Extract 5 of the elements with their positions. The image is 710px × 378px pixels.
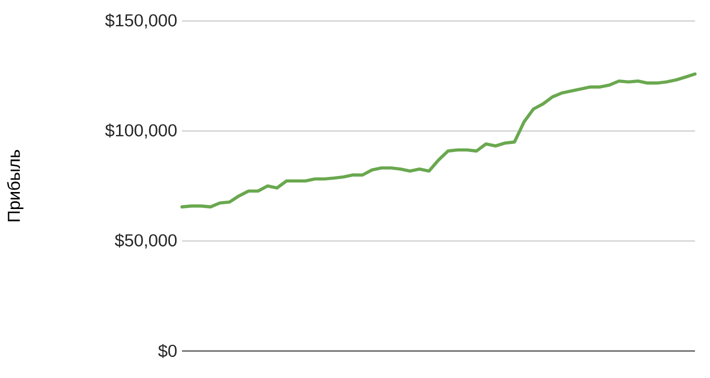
y-tick-label: $50,000 xyxy=(114,233,177,249)
y-axis-title: Прибыль xyxy=(7,150,24,222)
y-tick-label: $0 xyxy=(158,344,177,358)
y-tick-label: $150,000 xyxy=(105,13,177,29)
y-tick-label: $100,000 xyxy=(105,123,177,139)
